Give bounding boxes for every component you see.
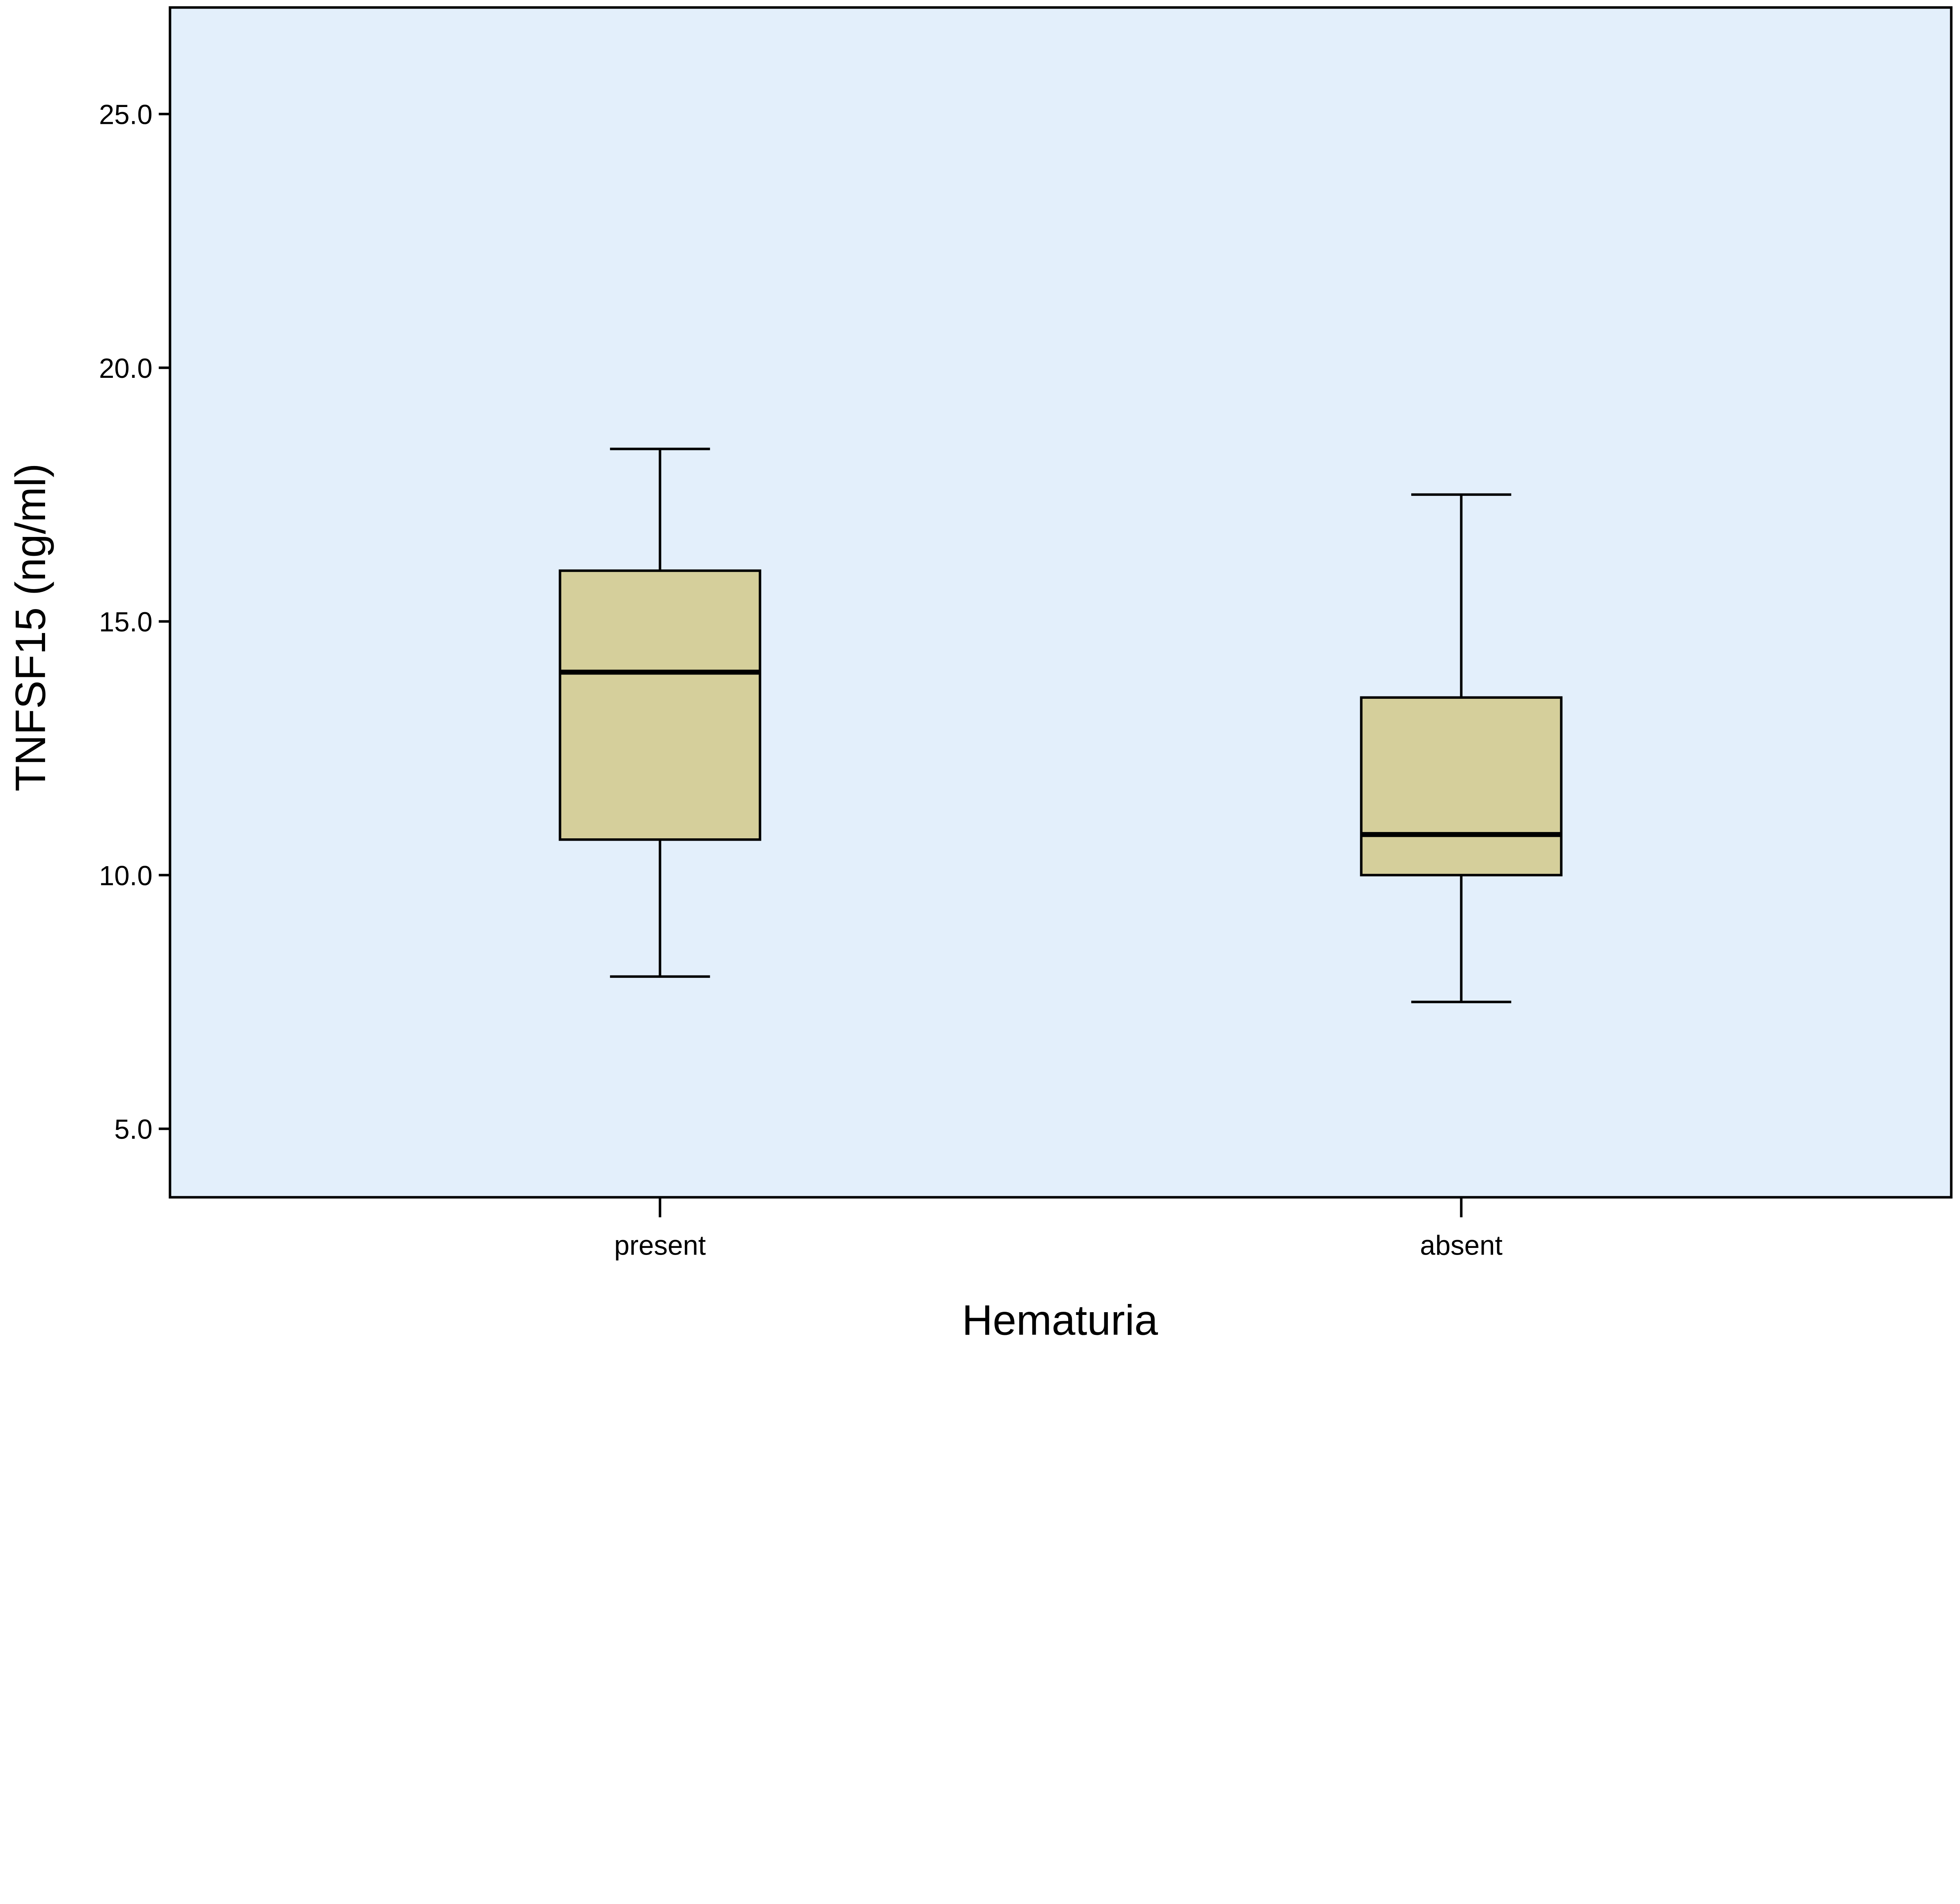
y-axis-label: TNFSF15 (ng/ml) [7, 463, 54, 791]
y-tick-label: 25.0 [99, 99, 153, 130]
plot-area [169, 6, 1953, 1199]
y-axis: 5.0 10.0 15.0 20.0 25.0 [99, 99, 170, 1145]
x-axis-label: Hematuria [962, 1297, 1158, 1344]
x-axis: present absent [614, 1197, 1503, 1261]
boxplot-chart: 5.0 10.0 15.0 20.0 25.0 present absent TNFSF1… [7, 6, 1953, 1344]
y-tick-label: 15.0 [99, 606, 153, 637]
boxes [559, 448, 1563, 1003]
y-tick-label: 20.0 [99, 353, 153, 384]
iqr-box [559, 569, 761, 841]
x-tick-label: present [614, 1230, 706, 1261]
y-tick-label: 10.0 [99, 860, 153, 891]
iqr-box [1360, 696, 1563, 876]
y-tick-label: 5.0 [114, 1114, 153, 1145]
x-tick-label: absent [1420, 1230, 1503, 1261]
